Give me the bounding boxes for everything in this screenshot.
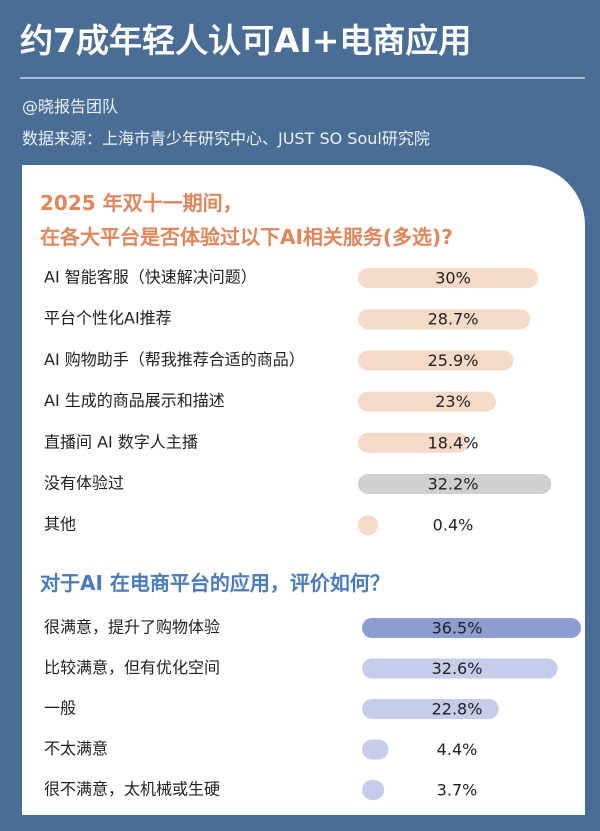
category-label: 平台个性化AI推荐: [44, 309, 172, 328]
charts: AI 智能客服（快速解决问题） 30% 平台个性化AI推荐 28.7% AI 购物助手（…: [44, 268, 581, 800]
bar: [358, 350, 514, 371]
category-label: 不太满意: [44, 739, 108, 758]
bar: [358, 515, 378, 536]
bar: [358, 432, 469, 453]
bar: [358, 474, 552, 494]
value-label: 28.7%: [428, 310, 479, 329]
value-label: 25.9%: [428, 351, 479, 370]
value-label: 36.5%: [432, 619, 483, 638]
category-label: AI 购物助手（帮我推荐合适的商品）: [44, 350, 305, 369]
bar: [362, 739, 389, 760]
value-label: 22.8%: [432, 700, 483, 719]
bar: [362, 618, 581, 638]
category-label: AI 智能客服（快速解决问题）: [44, 268, 257, 287]
category-label: 其他: [44, 515, 76, 534]
value-label: 0.4%: [433, 516, 474, 535]
category-label: AI 生成的商品展示和描述: [44, 391, 225, 410]
bar: [358, 268, 538, 288]
source: 数据来源：上海市青少年研究中心、JUST SO Soul研究院: [22, 129, 430, 148]
bar: [362, 699, 499, 719]
value-label: 32.6%: [432, 659, 483, 678]
category-label: 没有体验过: [44, 474, 124, 493]
category-label: 很满意，提升了购物体验: [44, 618, 220, 637]
page-title: 约7成年轻人认可AI+电商应用: [20, 21, 472, 60]
value-label: 23%: [435, 392, 471, 411]
value-label: 30%: [435, 269, 471, 288]
bar: [362, 780, 385, 800]
chart-title: 2025 年双十一期间， 在各大平台是否体验过以下AI相关服务(多选)?: [40, 191, 453, 249]
category-label: 比较满意，但有优化空间: [44, 658, 220, 677]
value-label: 4.4%: [437, 740, 478, 759]
category-label: 一般: [44, 699, 76, 718]
category-label: 直播间 AI 数字人主播: [44, 432, 198, 451]
author: @晓报告团队: [22, 97, 119, 116]
value-label: 18.4%: [428, 433, 479, 452]
bar: [358, 309, 531, 330]
chart-title: 对于AI 在电商平台的应用，评价如何？: [40, 571, 390, 595]
value-label: 3.7%: [437, 781, 478, 800]
category-label: 很不满意，太机械或生硬: [44, 780, 220, 799]
value-label: 32.2%: [428, 475, 479, 494]
bar: [358, 391, 496, 412]
bar: [362, 658, 558, 679]
